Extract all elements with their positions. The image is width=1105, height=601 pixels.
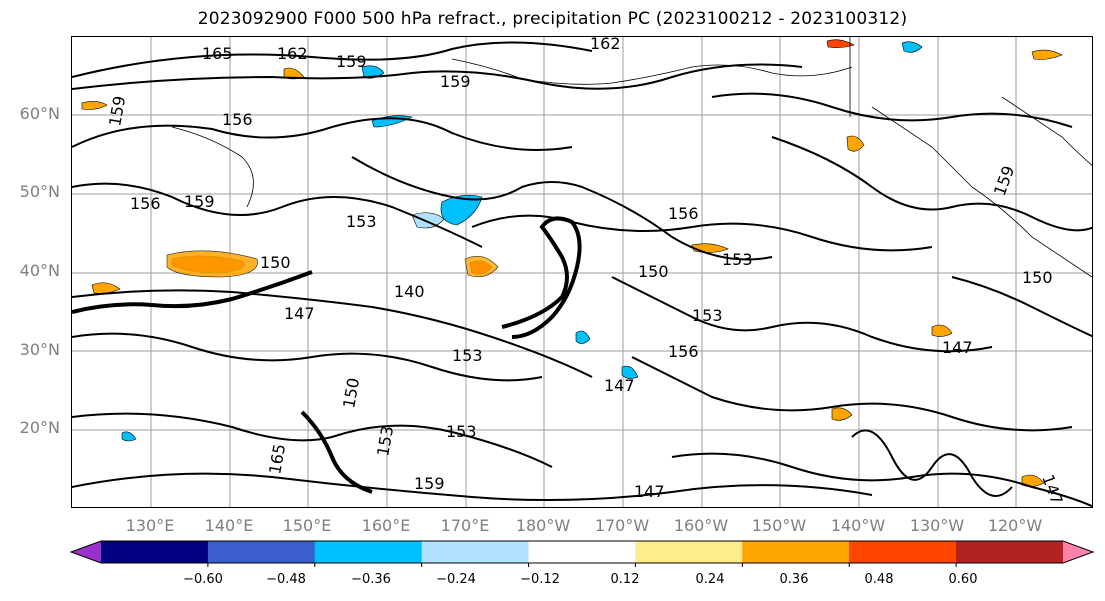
- lon-label-160w: 160°W: [673, 516, 729, 535]
- lon-label-160e: 160°E: [361, 516, 411, 535]
- contour-label: 153: [446, 422, 477, 441]
- contour-label: 159: [184, 192, 215, 211]
- contour-label: 153: [692, 306, 723, 325]
- contour-label: 159: [440, 72, 471, 91]
- contour-label: 150: [339, 376, 363, 409]
- contour-label: 150: [1022, 268, 1053, 287]
- contour-label: 165: [202, 44, 233, 63]
- contour-label: 162: [590, 37, 621, 53]
- colorbar-tick: −0.12: [520, 572, 560, 587]
- contour-label: 153: [722, 250, 753, 269]
- coastlines: [171, 37, 1092, 278]
- colorbar-tick: −0.48: [266, 572, 306, 587]
- colorbar-tick: −0.60: [183, 572, 223, 587]
- thick-contour: [72, 216, 582, 494]
- colorbar-tick: 0.48: [864, 572, 894, 587]
- contour-label: 159: [990, 163, 1018, 198]
- contour-label: 162: [277, 44, 308, 63]
- contour-label: 147: [1038, 472, 1066, 507]
- lon-label-140e: 140°E: [204, 516, 254, 535]
- lat-label-20n: 20°N: [19, 418, 60, 437]
- colorbar-segment: [635, 541, 743, 563]
- colorbar-tick: 0.12: [610, 572, 640, 587]
- lon-label-170e: 170°E: [440, 516, 490, 535]
- contour-label: 156: [222, 110, 253, 129]
- lon-label-150e: 150°E: [282, 516, 332, 535]
- colorbar-segments: [69, 540, 1095, 567]
- contour-label: 156: [130, 194, 161, 213]
- lon-label-170w: 170°W: [594, 516, 650, 535]
- contour-label: 159: [336, 52, 367, 71]
- lat-label-50n: 50°N: [19, 182, 60, 201]
- colorbar-tick: −0.24: [436, 572, 476, 587]
- colorbar-segment: [849, 541, 957, 563]
- map-panel: 165 162 159 162 159 159 156 156 159 153 …: [71, 36, 1093, 508]
- colorbar-extend-high: [1063, 541, 1093, 563]
- lon-label-150w: 150°W: [751, 516, 807, 535]
- lon-label-130w: 130°W: [909, 516, 965, 535]
- lat-label-30n: 30°N: [19, 340, 60, 359]
- contour-label: 156: [668, 204, 699, 223]
- lat-label-40n: 40°N: [19, 261, 60, 280]
- contour-label: 147: [634, 482, 665, 501]
- colorbar-tick: 0.36: [779, 572, 809, 587]
- colorbar-segment: [314, 541, 423, 563]
- colorbar-segment: [207, 541, 316, 563]
- contour-label: 150: [638, 262, 669, 281]
- contour-label: 153: [346, 212, 377, 231]
- colorbar-segment: [528, 541, 636, 563]
- colorbar-tick: 0.24: [695, 572, 725, 587]
- contour-label: 147: [284, 304, 315, 323]
- colorbar-segment: [742, 541, 850, 563]
- contour-label: 153: [373, 424, 397, 457]
- colorbar-tick: 0.60: [948, 572, 978, 587]
- colorbar-extend-low: [71, 541, 101, 563]
- contour-label: 147: [942, 338, 973, 357]
- contour-label: 165: [265, 442, 289, 475]
- contour-label: 140: [394, 282, 425, 301]
- contour-label: 153: [452, 346, 483, 365]
- map-title: 2023092900 F000 500 hPa refract., precip…: [197, 9, 908, 29]
- precip-patches: [81, 39, 1063, 487]
- contour-label: 150: [260, 253, 291, 272]
- colorbar-segment: [421, 541, 530, 563]
- lat-label-60n: 60°N: [19, 104, 60, 123]
- lon-label-140w: 140°W: [830, 516, 886, 535]
- lon-label-120w: 120°W: [987, 516, 1043, 535]
- colorbar-tick: −0.36: [351, 572, 391, 587]
- colorbar-segment: [101, 541, 209, 563]
- contour-label: 159: [105, 94, 129, 127]
- lon-label-130e: 130°E: [125, 516, 175, 535]
- contour-label: 156: [668, 342, 699, 361]
- colorbar-segment: [956, 541, 1064, 563]
- contour-label: 147: [604, 376, 635, 395]
- refractivity-contours: [72, 41, 1092, 507]
- colorbar-outline: [69, 540, 1095, 564]
- map-canvas: 165 162 159 162 159 159 156 156 159 153 …: [72, 37, 1092, 507]
- contour-label: 159: [414, 474, 445, 493]
- lon-label-180w: 180°W: [515, 516, 571, 535]
